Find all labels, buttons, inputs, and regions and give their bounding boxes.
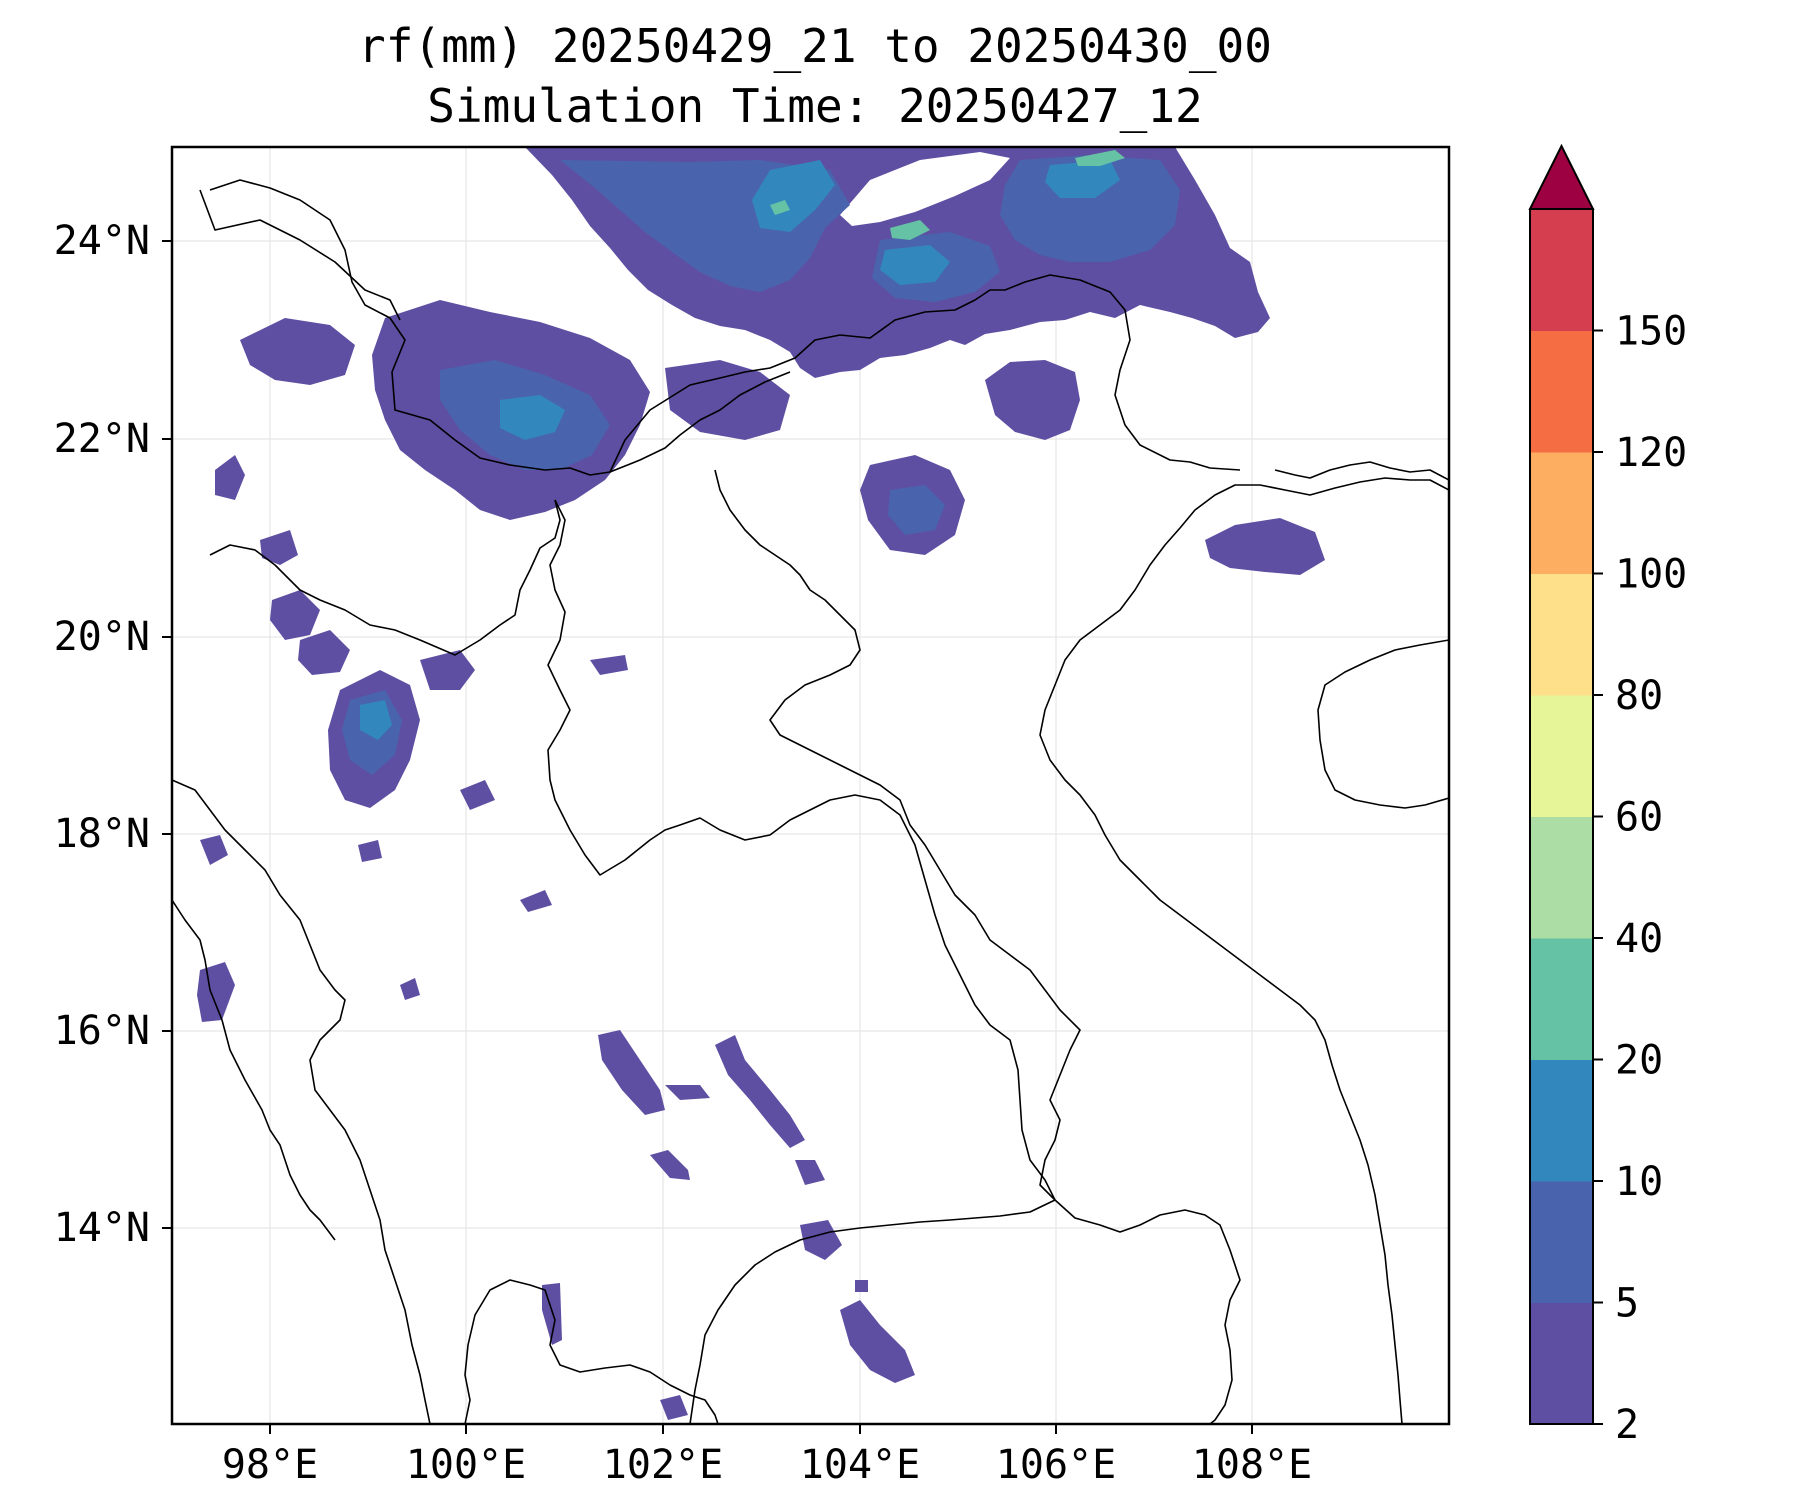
colorbar-segment xyxy=(1530,695,1593,817)
longitude-tick-labels: 98°E 100°E 102°E 104°E 106°E 108°E xyxy=(222,1442,1312,1488)
colorbar-segment xyxy=(1530,1302,1593,1425)
colorbar-segment xyxy=(1530,938,1593,1060)
myanmar-thailand-border xyxy=(209,499,561,656)
colorbar-tick-label: 40 xyxy=(1615,916,1663,962)
colorbar-tick-label: 100 xyxy=(1615,552,1687,598)
lon-tick-label: 102°E xyxy=(603,1442,723,1488)
lat-tick-label: 18°N xyxy=(54,811,150,857)
colorbar-segment xyxy=(1530,209,1593,331)
lon-tick-label: 106°E xyxy=(996,1442,1116,1488)
rain-field-north-intense xyxy=(1075,150,1125,166)
axis-ticks xyxy=(162,240,1253,1434)
colorbar: 2 5 10 20 40 60 80 100 120 150 xyxy=(1528,143,1687,1448)
colorbar-tick-label: 2 xyxy=(1615,1402,1639,1448)
laos-china-border xyxy=(609,371,791,473)
colorbar-tick-label: 5 xyxy=(1615,1281,1639,1327)
colorbar-segment xyxy=(1530,1059,1593,1182)
vietnam-laos-border xyxy=(714,469,1081,1201)
rain-field-north-heavy xyxy=(752,160,835,232)
colorbar-segment xyxy=(1530,330,1593,453)
rainfall-fields xyxy=(197,147,1325,1420)
colorbar-segment xyxy=(1530,1181,1593,1303)
thailand-myanmar-south-border xyxy=(172,779,431,1424)
myanmar-coast-west xyxy=(172,899,336,1241)
lat-tick-label: 14°N xyxy=(54,1205,150,1251)
lat-tick-label: 22°N xyxy=(54,416,150,462)
map-title-line1: rf(mm) 20250429_21 to 20250430_00 xyxy=(358,19,1272,73)
rain-field-central-streaks xyxy=(598,1030,665,1115)
colorbar-tick-label: 10 xyxy=(1615,1159,1663,1205)
colorbar-tick-label: 60 xyxy=(1615,795,1663,841)
hainan-island xyxy=(1317,639,1449,809)
lon-tick-label: 104°E xyxy=(800,1442,920,1488)
colorbar-tick-label: 20 xyxy=(1615,1038,1663,1084)
gulf-of-thailand-coast xyxy=(464,1279,719,1424)
colorbar-extend-arrow xyxy=(1528,143,1595,210)
myanmar-china-border xyxy=(209,179,1241,476)
colorbar-segment xyxy=(1530,816,1593,939)
colorbar-tick-label: 120 xyxy=(1615,430,1687,476)
lon-tick-label: 100°E xyxy=(406,1442,526,1488)
lat-tick-label: 20°N xyxy=(54,614,150,660)
latitude-tick-labels: 24°N 22°N 20°N 18°N 16°N 14°N xyxy=(54,218,150,1251)
map-title-line2: Simulation Time: 20250427_12 xyxy=(427,79,1203,133)
vietnam-coast-east xyxy=(1039,477,1449,1424)
map-frame xyxy=(170,145,1451,1426)
lat-tick-label: 24°N xyxy=(54,218,150,264)
lon-tick-label: 98°E xyxy=(222,1442,318,1488)
thailand-laos-mekong xyxy=(547,499,1056,1201)
lat-tick-label: 16°N xyxy=(54,1008,150,1054)
myanmar-laos-border xyxy=(199,189,401,321)
colorbar-segment xyxy=(1530,573,1593,696)
coastlines-borders xyxy=(172,179,1449,1424)
south-china-coast xyxy=(1274,461,1449,481)
lon-tick-label: 108°E xyxy=(1192,1442,1312,1488)
colorbar-tick-label: 150 xyxy=(1615,309,1687,355)
colorbar-segment xyxy=(1530,452,1593,574)
colorbar-tick-label: 80 xyxy=(1615,673,1663,719)
